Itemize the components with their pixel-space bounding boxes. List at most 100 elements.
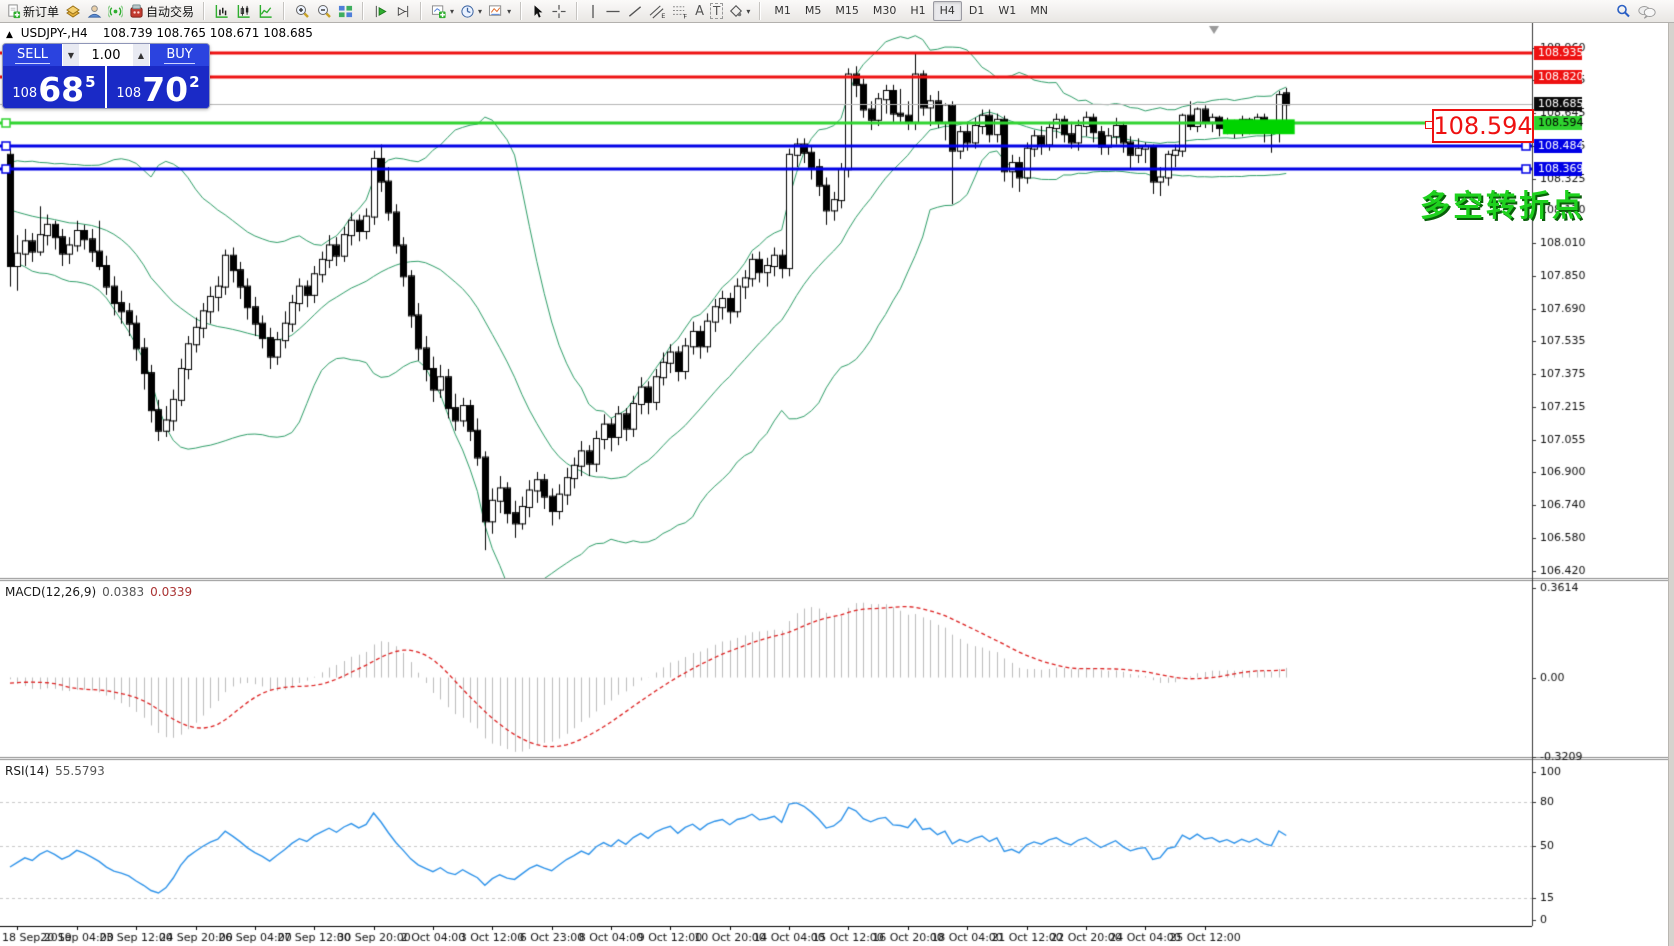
templates-button[interactable]: ▾: [485, 1, 514, 21]
timeframe-d1[interactable]: D1: [968, 4, 985, 17]
dropdown-arrow-icon: ▾: [478, 6, 483, 16]
macd-title: MACD(12,26,9): [5, 585, 97, 599]
buy-price-big: 70: [142, 70, 189, 109]
market-depth-icon[interactable]: [62, 1, 84, 21]
cursor-group: [525, 0, 573, 22]
rsi-value: 55.5793: [55, 764, 105, 778]
main-toolbar: 新订单 自动交易 ▾ ▾ ▾ E F: [0, 0, 1674, 23]
timeframe-group: M1 M5 M15 M30 H1 H4 D1 W1 MN: [764, 0, 1058, 22]
auto-scroll-icon[interactable]: [370, 1, 392, 21]
sell-price-big: 68: [38, 70, 85, 109]
fibo-suffix: F: [683, 12, 687, 18]
chart-type-group: [208, 0, 280, 22]
price-callout-box[interactable]: 108.594: [1432, 109, 1534, 143]
vertical-line-tool-icon[interactable]: [584, 1, 602, 21]
line-chart-icon[interactable]: [255, 1, 277, 21]
toolbar-separator: [420, 2, 423, 20]
symbol-period-label: USDJPY-,H4: [20, 26, 88, 40]
sell-price-sup: 5: [85, 73, 96, 91]
volume-value[interactable]: 1.00: [79, 44, 133, 66]
periods-button[interactable]: ▾: [457, 1, 485, 21]
timeframe-w1[interactable]: W1: [998, 4, 1017, 17]
auto-trading-icon: [129, 3, 144, 19]
timeframe-h4[interactable]: H4: [932, 1, 962, 21]
pivot-note-text[interactable]: 多空转折点: [1420, 189, 1585, 224]
toolbar-separator: [362, 2, 365, 20]
new-order-icon: [6, 3, 21, 19]
chart-shift-icon[interactable]: [392, 1, 414, 21]
search-icon[interactable]: [1612, 1, 1634, 21]
one-click-trading-panel: SELL ▼ 1.00 ▲ BUY 108 68 5 108 70 2: [2, 43, 210, 109]
callout-anchor-handle[interactable]: [1425, 121, 1433, 129]
sell-quote[interactable]: 108 68 5: [3, 66, 107, 108]
dropdown-arrow-icon: ▾: [507, 6, 512, 16]
toolbar-separator: [203, 2, 206, 20]
buy-button[interactable]: BUY: [150, 44, 209, 66]
crosshair-icon[interactable]: [548, 1, 570, 21]
buy-price-prefix: 108: [116, 86, 142, 101]
sell-button[interactable]: SELL: [3, 44, 62, 66]
timeframe-m5[interactable]: M5: [804, 4, 822, 17]
sell-price-prefix: 108: [12, 86, 38, 101]
new-order-label: 新订单: [23, 4, 60, 19]
zoom-in-icon[interactable]: [291, 1, 313, 21]
macd-main-value: 0.0383: [102, 585, 145, 599]
toolbar-separator: [576, 2, 579, 20]
timeframe-m1[interactable]: M1: [774, 4, 791, 17]
text-tool-icon[interactable]: A: [692, 1, 707, 21]
zoom-group: [288, 0, 359, 22]
shapes-tool-icon[interactable]: ▾: [726, 1, 753, 21]
channel-suffix: E: [661, 12, 665, 19]
zoom-out-icon[interactable]: [313, 1, 335, 21]
cursor-icon[interactable]: [528, 1, 548, 21]
buy-button-label: BUY: [164, 46, 195, 64]
auto-trading-button[interactable]: 自动交易: [126, 1, 197, 21]
rsi-title: RSI(14): [5, 764, 50, 778]
sell-button-label: SELL: [15, 46, 50, 64]
new-order-button[interactable]: 新订单: [3, 1, 62, 21]
chart-header: ▲ USDJPY-,H4 108.739 108.765 108.671 108…: [6, 26, 313, 40]
order-group: 新订单 自动交易: [0, 0, 200, 22]
text-tool-label: A: [695, 3, 704, 19]
profile-icon[interactable]: [84, 1, 105, 21]
dropdown-arrow-icon: ▾: [746, 6, 751, 16]
ohlc-values: 108.739 108.765 108.671 108.685: [102, 26, 313, 40]
timeframe-mn[interactable]: MN: [1030, 4, 1048, 17]
timeframe-m15[interactable]: M15: [835, 4, 859, 17]
candlestick-chart-icon[interactable]: [233, 1, 255, 21]
text-label-tool-icon[interactable]: T: [707, 1, 726, 21]
timeframe-h1[interactable]: H1: [910, 4, 926, 17]
buy-price-sup: 2: [189, 73, 200, 91]
buy-quote[interactable]: 108 70 2: [107, 66, 209, 108]
chat-icon[interactable]: [1634, 1, 1660, 21]
volume-decrease-button[interactable]: ▼: [63, 44, 79, 66]
new-chart-button[interactable]: ▾: [428, 1, 457, 21]
toolbar-right-group: [1612, 1, 1674, 21]
auto-trading-label: 自动交易: [146, 4, 195, 19]
text-label-tool-label: T: [709, 3, 724, 19]
bar-chart-icon[interactable]: [211, 1, 233, 21]
tile-windows-icon[interactable]: [335, 1, 356, 21]
dropdown-arrow-icon: ▾: [450, 6, 455, 16]
trendline-tool-icon[interactable]: [624, 1, 646, 21]
macd-header: MACD(12,26,9) 0.0383 0.0339: [5, 585, 192, 599]
toolbar-separator: [759, 2, 762, 20]
collapse-arrow-icon[interactable]: ▲: [6, 30, 13, 40]
equidistant-channel-tool-icon[interactable]: E: [646, 1, 669, 21]
horizontal-line-tool-icon[interactable]: [602, 1, 624, 21]
scroll-group: [367, 0, 417, 22]
toolbar-separator: [283, 2, 286, 20]
window-edge-scrollstrip[interactable]: [1668, 0, 1674, 946]
volume-control: ▼ 1.00 ▲: [62, 44, 150, 66]
timeframe-m30[interactable]: M30: [872, 4, 897, 17]
rsi-header: RSI(14) 55.5793: [5, 764, 105, 778]
volume-increase-button[interactable]: ▲: [133, 44, 149, 66]
fibonacci-tool-icon[interactable]: F: [669, 1, 692, 21]
window-group: ▾ ▾ ▾: [425, 0, 517, 22]
macd-signal-value: 0.0339: [150, 585, 193, 599]
signals-icon[interactable]: [105, 1, 126, 21]
objects-group: E F A T ▾: [581, 0, 756, 22]
toolbar-separator: [520, 2, 523, 20]
